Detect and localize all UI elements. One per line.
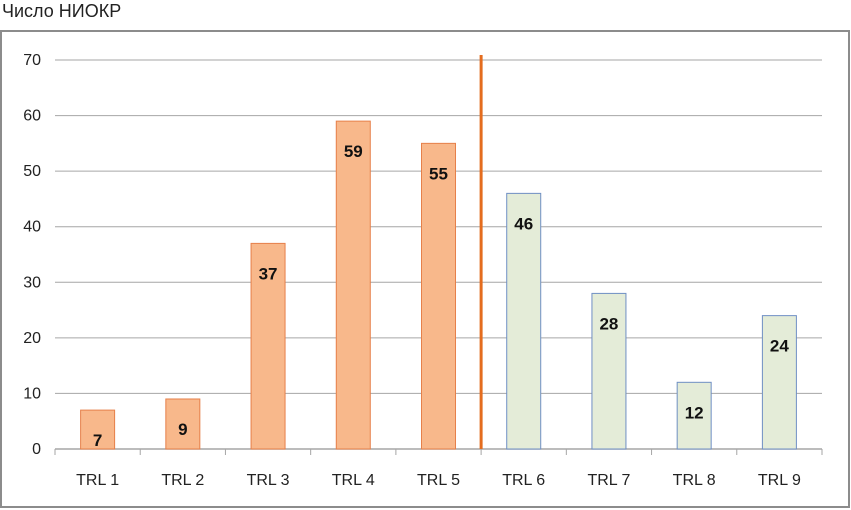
x-tick-label: TRL 2 <box>161 472 204 489</box>
bar-trl-1 <box>80 409 116 450</box>
data-label: 46 <box>514 214 533 233</box>
y-tick-label: 70 <box>23 52 41 69</box>
bar-trl-9 <box>761 315 797 450</box>
data-label: 55 <box>429 164 448 183</box>
x-tick-label: TRL 7 <box>587 472 630 489</box>
y-tick-label: 10 <box>23 385 41 402</box>
bar-trl-6 <box>506 192 542 450</box>
data-label: 7 <box>93 431 102 450</box>
data-label: 24 <box>770 337 789 356</box>
bar-trl-3 <box>250 242 286 450</box>
data-label: 28 <box>599 314 618 333</box>
y-tick-label: 50 <box>23 163 41 180</box>
x-tick-label: TRL 1 <box>76 472 119 489</box>
bar-trl-2 <box>165 398 201 450</box>
x-tick-label: TRL 5 <box>417 472 460 489</box>
x-tick-label: TRL 6 <box>502 472 545 489</box>
y-tick-label: 60 <box>23 108 41 125</box>
x-tick-label: TRL 3 <box>247 472 290 489</box>
bar-trl-7 <box>591 292 627 450</box>
data-label: 59 <box>344 142 363 161</box>
bar-trl-8 <box>676 381 712 450</box>
x-tick-label: TRL 9 <box>758 472 801 489</box>
data-label: 12 <box>685 403 704 422</box>
data-label: 37 <box>259 264 278 283</box>
y-tick-label: 40 <box>23 219 41 236</box>
chart-title: Число НИОКР <box>2 1 122 21</box>
bar-trl-4 <box>335 120 371 450</box>
y-tick-label: 0 <box>32 441 41 458</box>
y-tick-label: 20 <box>23 330 41 347</box>
x-tick-label: TRL 8 <box>673 472 716 489</box>
chart-frame <box>0 30 850 508</box>
y-tick-label: 30 <box>23 274 41 291</box>
bar-trl-5 <box>421 142 456 450</box>
data-label: 9 <box>178 420 187 439</box>
x-tick-label: TRL 4 <box>332 472 375 489</box>
